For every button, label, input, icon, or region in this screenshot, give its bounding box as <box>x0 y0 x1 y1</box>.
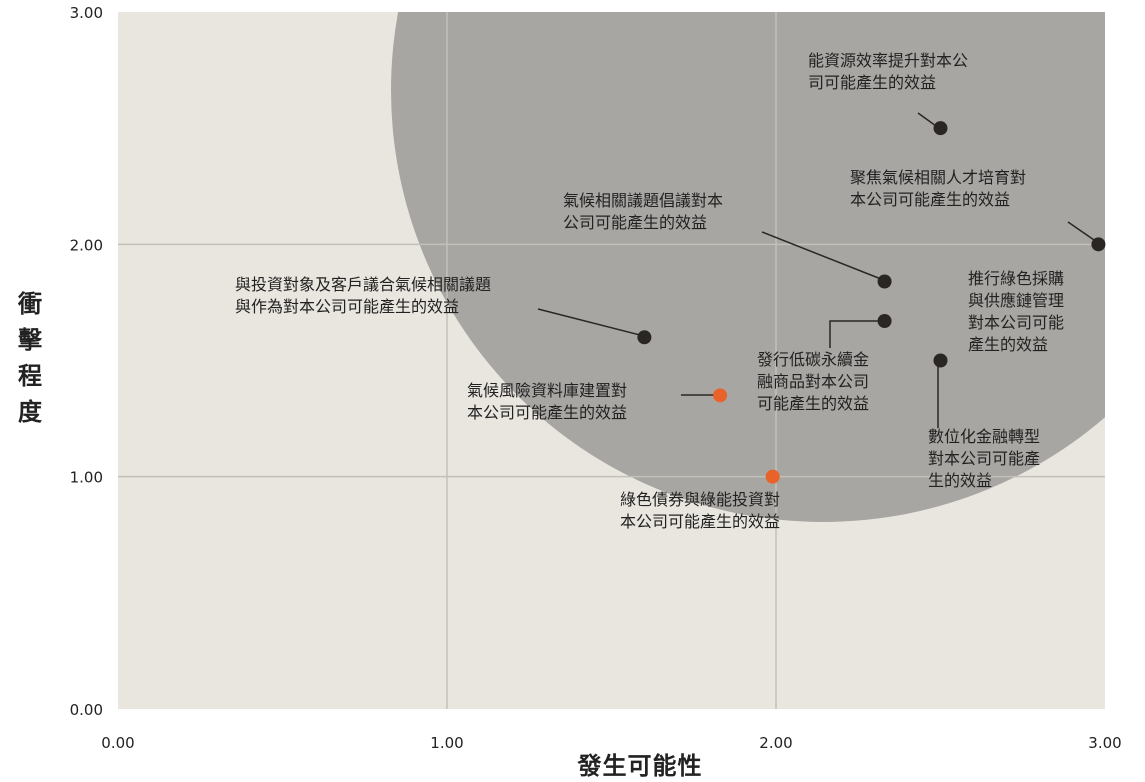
leader-line <box>829 320 881 348</box>
x-tick-label: 3.00 <box>1088 734 1121 752</box>
point-label: 聚焦氣候相關人才培育對本公司可能產生的效益 <box>850 168 1026 209</box>
data-point <box>877 274 892 289</box>
point-labels: 能資源效率提升對本公司可能產生的效益聚焦氣候相關人才培育對本公司可能產生的效益氣… <box>235 51 1064 531</box>
point-label: 氣候相關議題倡議對本公司可能產生的效益 <box>563 191 723 232</box>
y-tick-label: 2.00 <box>70 236 103 254</box>
data-point <box>713 388 728 403</box>
high-opportunity-region <box>391 12 1105 522</box>
data-point <box>877 314 892 329</box>
data-point <box>933 353 948 368</box>
x-tick-label: 1.00 <box>430 734 463 752</box>
point-label: 能資源效率提升對本公司可能產生的效益 <box>808 51 968 92</box>
y-tick-label: 1.00 <box>70 469 103 487</box>
x-axis-ticks: 0.00 1.00 2.00 3.00 <box>101 734 1121 752</box>
point-label: 綠色債券與綠能投資對本公司可能產生的效益 <box>620 490 780 531</box>
y-axis-ticks: 0.00 1.00 2.00 3.00 <box>70 4 103 719</box>
data-point <box>933 121 948 136</box>
y-tick-label: 3.00 <box>70 4 103 22</box>
y-tick-label: 0.00 <box>70 701 103 719</box>
point-label: 與投資對象及客戶議合氣候相關議題與作為對本公司可能產生的效益 <box>235 275 491 316</box>
data-point <box>765 469 780 484</box>
x-axis-title: 發生可能性 <box>577 752 703 780</box>
data-point <box>637 330 652 345</box>
grid-lines <box>118 12 1105 709</box>
y-axis-title: 衝擊程度 <box>18 290 42 426</box>
leader-line <box>761 231 882 280</box>
label-leader-lines <box>537 112 1098 428</box>
x-tick-label: 2.00 <box>759 734 792 752</box>
point-label: 氣候風險資料庫建置對本公司可能產生的效益 <box>467 381 627 422</box>
point-label: 數位化金融轉型對本公司可能產生的效益 <box>928 427 1040 490</box>
leader-line <box>537 308 641 336</box>
data-point <box>1091 237 1106 252</box>
point-label: 推行綠色採購與供應鏈管理對本公司可能產生的效益 <box>968 269 1064 354</box>
leader-line <box>1067 221 1098 243</box>
x-tick-label: 0.00 <box>101 734 134 752</box>
point-label: 發行低碳永續金融商品對本公司可能產生的效益 <box>757 350 869 413</box>
leader-line <box>917 112 937 127</box>
data-points <box>637 121 1106 484</box>
